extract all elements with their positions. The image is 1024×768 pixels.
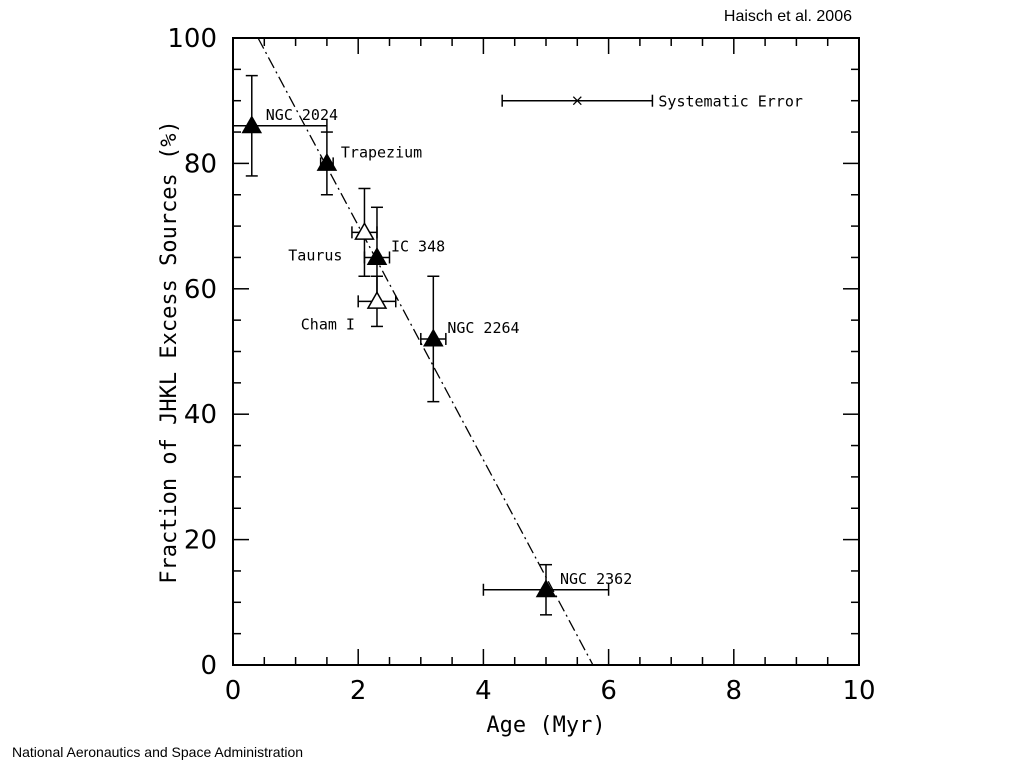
point-label: NGC 2362 [560,570,632,588]
point-label: Cham I [301,315,355,333]
filled-triangle-marker [316,152,338,171]
x-marker [572,96,582,106]
y-tick-label: 0 [200,651,217,681]
data-point: Taurus [288,187,378,278]
y-tick-label: 60 [184,275,217,305]
point-label: IC 348 [391,237,445,255]
y-tick-label: 40 [184,400,217,430]
open-triangle-marker [366,290,388,309]
open-triangle-marker [354,221,375,240]
x-tick-label: 2 [350,676,367,706]
x-tick-label: 6 [600,676,617,706]
x-tick-label: 8 [726,676,743,706]
y-tick-label: 100 [167,24,217,54]
filled-triangle-marker [241,115,263,134]
x-tick-label: 4 [475,676,492,706]
data-point: NGC 2362 [482,563,632,616]
filled-triangle-marker [535,579,557,598]
data-point: Trapezium [316,131,422,196]
fit-line [257,37,594,666]
systematic-error-label: Systematic Error [658,93,803,111]
filled-triangle-marker [366,246,388,265]
data-point: NGC 2024 [232,74,338,177]
data-point: NGC 2264 [420,275,520,403]
point-label: NGC 2264 [447,319,519,337]
x-tick-label: 10 [842,676,875,706]
filled-triangle-marker [423,328,444,347]
x-axis-title: Age (Myr) [486,713,605,738]
data-point: Cham I [301,275,397,333]
agency-credit: National Aeronautics and Space Administr… [12,744,304,760]
x-tick-label: 0 [225,676,242,706]
point-label: NGC 2024 [266,106,338,124]
point-label: Trapezium [341,143,422,161]
point-label: Taurus [288,246,342,264]
y-tick-label: 80 [184,149,217,179]
y-tick-label: 20 [184,526,217,556]
y-axis-title: Fraction of JHKL Excess Sources (%) [157,120,182,584]
source-credit: Haisch et al. 2006 [723,8,852,25]
